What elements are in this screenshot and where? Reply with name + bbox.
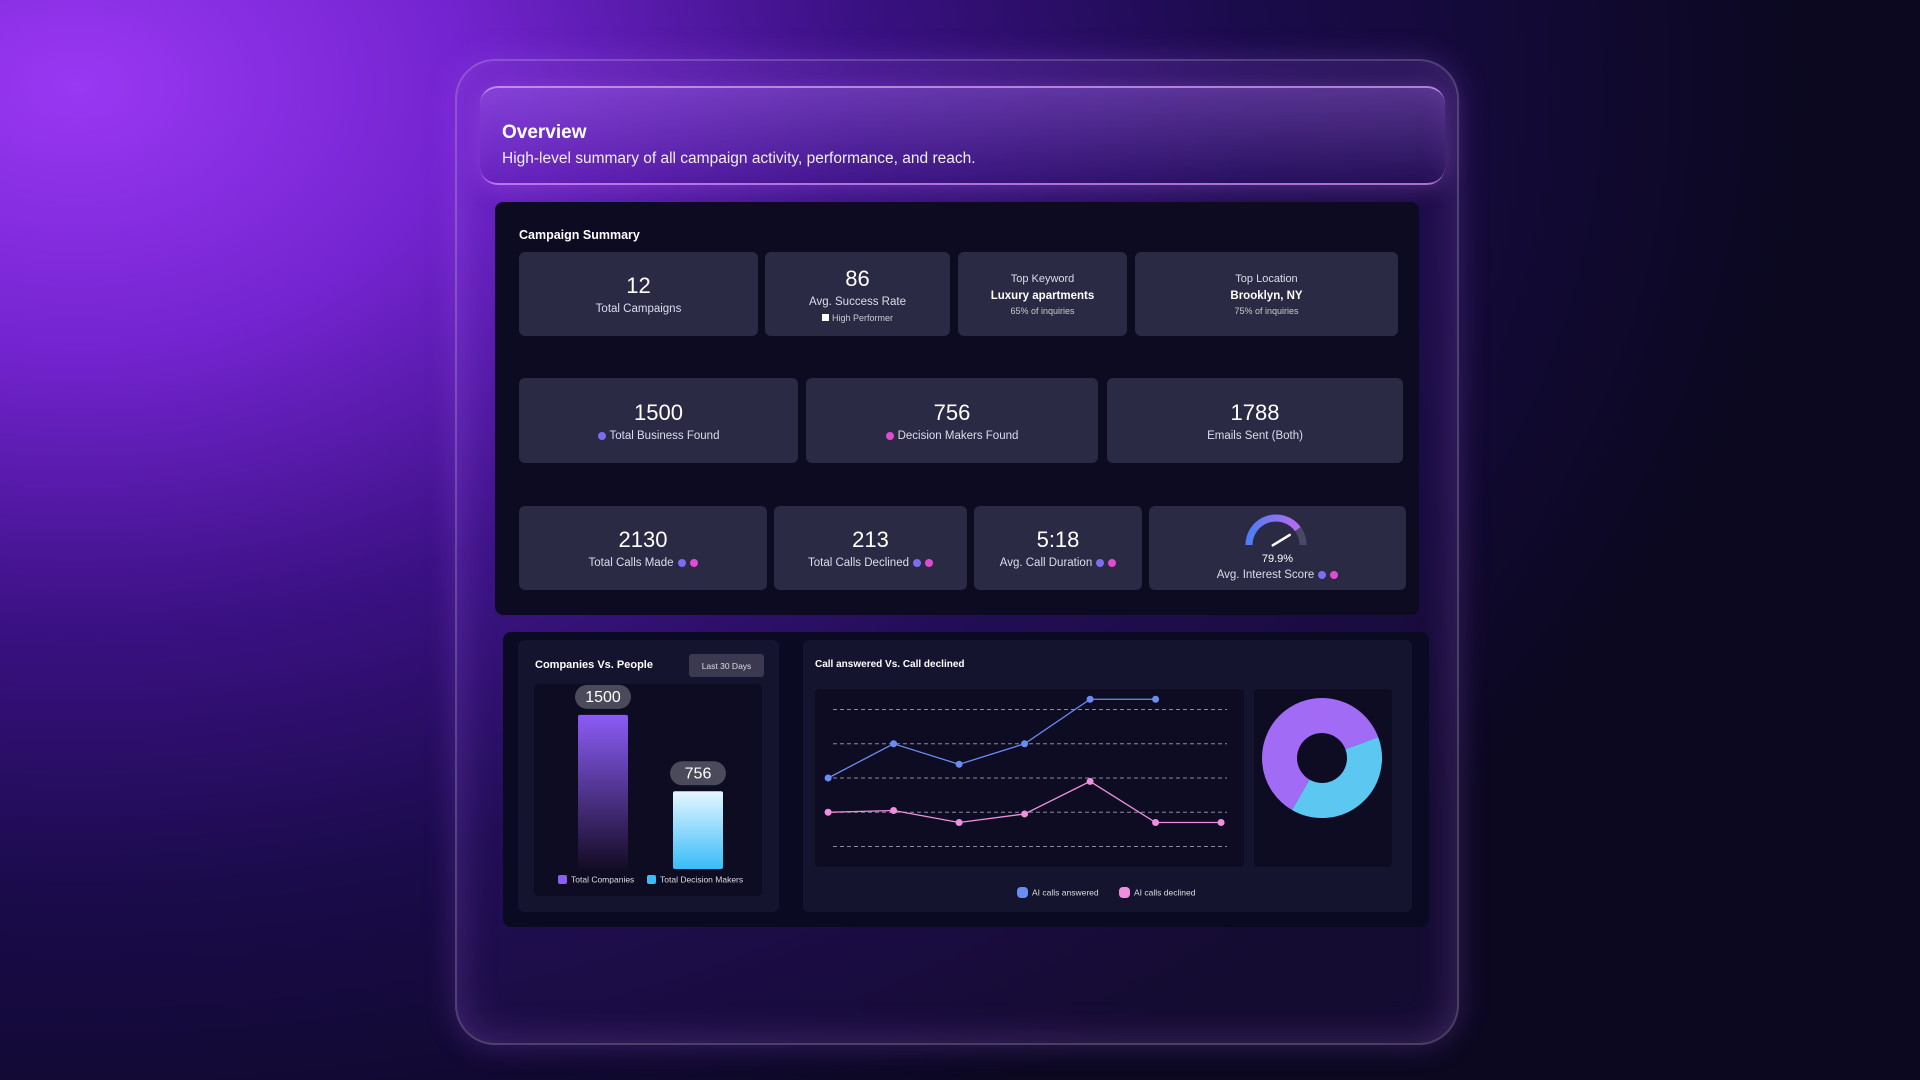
- stat-card: 79.9% Avg. Interest Score: [1149, 506, 1406, 590]
- campaign-title: Campaign Summary: [519, 228, 640, 242]
- date-filter[interactable]: Last 30 Days: [689, 654, 764, 677]
- stat-label: Avg. Interest Score: [1216, 569, 1315, 581]
- stat-card: Top Keyword Luxury apartments 65% of inq…: [958, 252, 1127, 336]
- stat-label: Top Location: [1235, 272, 1298, 285]
- stat-note: 65% of inquiries: [1010, 305, 1075, 316]
- chart-title: Call answered Vs. Call declined: [815, 659, 965, 670]
- stat-value: 86: [845, 265, 870, 291]
- stat-label: Avg. Success Rate: [809, 295, 906, 308]
- stat-card: 1500 Total Business Found: [519, 378, 798, 463]
- stat-value: 756: [933, 399, 971, 425]
- gauge-value: 79.9%: [1261, 553, 1294, 565]
- stat-note: 75% of inquiries: [1234, 305, 1299, 316]
- stat-label: Total Calls Made: [588, 557, 674, 569]
- stat-label: Total Calls Declined: [808, 557, 909, 569]
- stat-card: 5:18 Avg. Call Duration: [974, 506, 1142, 590]
- stat-card: 1788 Emails Sent (Both): [1107, 378, 1403, 463]
- overview-header: Overview High-level summary of all campa…: [480, 86, 1445, 185]
- bar-plot: [534, 684, 762, 896]
- stat-label: Total Business Found: [609, 429, 720, 442]
- stat-label: Avg. Call Duration: [999, 557, 1093, 569]
- stat-value: 1788: [1230, 399, 1280, 425]
- stat-value: Luxury apartments: [990, 289, 1095, 302]
- stat-label: Emails Sent (Both): [1207, 429, 1303, 442]
- stat-card: 213 Total Calls Declined: [774, 506, 967, 590]
- line-card: Call answered Vs. Call declined: [803, 640, 1412, 912]
- stat-value: 213: [852, 527, 889, 552]
- overview-title: Overview: [502, 122, 587, 143]
- stat-value: 1500: [634, 399, 683, 425]
- stat-value: Brooklyn, NY: [1230, 289, 1303, 302]
- line-plot: [815, 689, 1244, 867]
- stat-label: Decision Makers Found: [897, 429, 1019, 442]
- bar-card: Companies Vs. People Last 30 Days: [518, 640, 779, 912]
- stat-value: 5:18: [1036, 527, 1080, 552]
- stat-card: 86 Avg. Success Rate High Performer: [765, 252, 950, 336]
- badge-icon: [821, 314, 829, 321]
- stat-value: 2130: [618, 527, 668, 552]
- badge: High Performer: [831, 312, 894, 323]
- stat-card: 756 Decision Makers Found: [806, 378, 1098, 463]
- stat-card: Top Location Brooklyn, NY 75% of inquiri…: [1135, 252, 1398, 336]
- donut-plot: [1254, 689, 1392, 867]
- stat-card: 2130 Total Calls Made: [519, 506, 767, 590]
- stat-label: Total Campaigns: [595, 303, 682, 315]
- stat-value: 12: [626, 273, 651, 298]
- stat-card: 12 Total Campaigns: [519, 252, 758, 336]
- chart-title: Companies Vs. People: [535, 659, 653, 671]
- stat-label: Top Keyword: [1010, 272, 1075, 285]
- overview-subtitle: High-level summary of all campaign activ…: [502, 150, 976, 167]
